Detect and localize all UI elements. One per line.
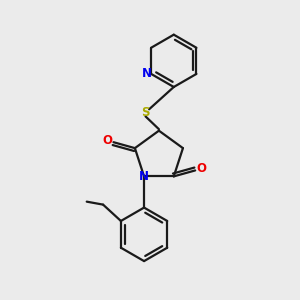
Text: O: O xyxy=(197,163,207,176)
Text: S: S xyxy=(141,106,150,119)
Text: O: O xyxy=(102,134,112,147)
Text: N: N xyxy=(142,67,152,80)
Text: N: N xyxy=(139,170,149,183)
